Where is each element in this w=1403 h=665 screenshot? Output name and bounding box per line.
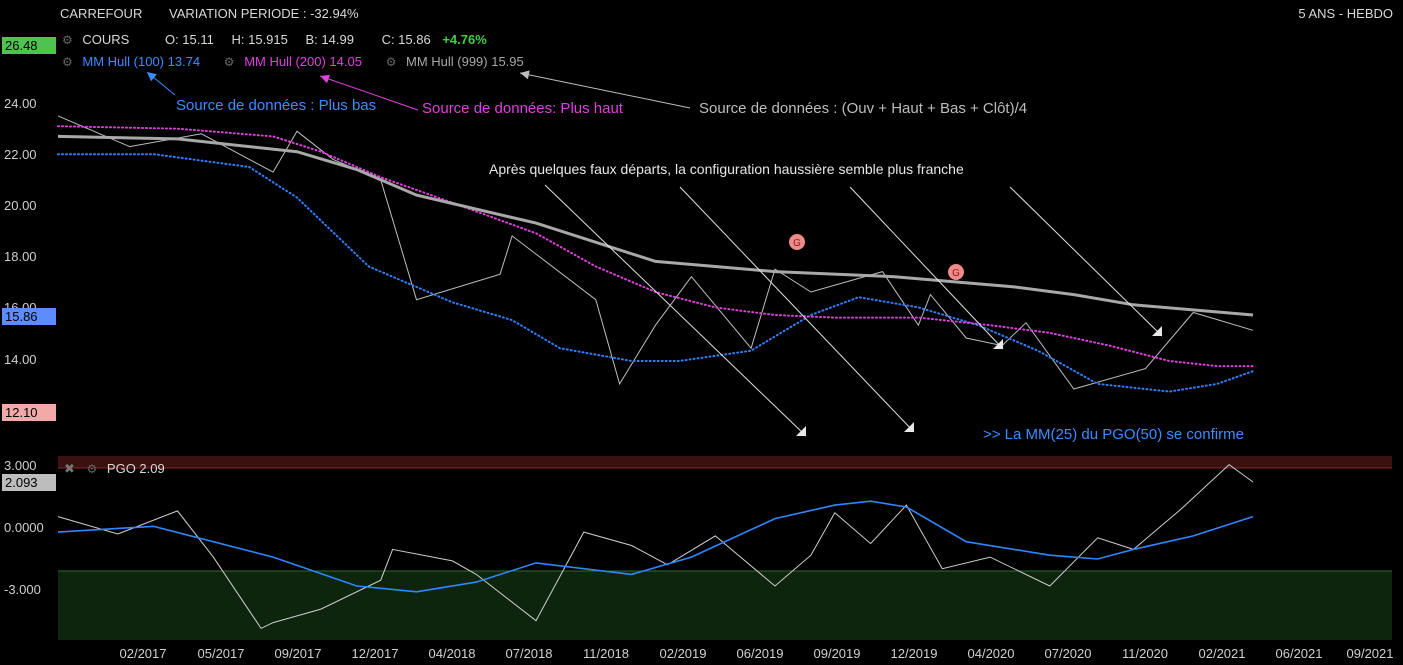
note-source-avg: Source de données : (Ouv + Haut + Bas + …	[699, 100, 1028, 117]
pgo-plot	[57, 463, 1254, 630]
x-tick: 12/2017	[351, 646, 399, 661]
svg-text:G: G	[793, 238, 801, 249]
y-tick: 14.00	[4, 352, 37, 367]
x-tick: 02/2019	[659, 646, 707, 661]
period-label[interactable]: 5 ANS - HEBDO	[1298, 6, 1393, 21]
arrow-icon	[1152, 326, 1162, 336]
gear-icon[interactable]: ⚙	[62, 55, 73, 69]
callout-line	[679, 186, 915, 433]
callout-line	[849, 186, 1004, 350]
legend-row: ⚙ MM Hull (100) 13.74 ⚙ MM Hull (200) 14…	[62, 54, 524, 69]
callout-line	[319, 75, 419, 111]
annotation-arrows	[146, 70, 1163, 437]
pgo-zero-label: 0.0000	[4, 520, 44, 535]
legend-hull100[interactable]: MM Hull (100) 13.74	[82, 54, 201, 69]
pgo-upper-label: 3.000	[4, 458, 37, 473]
x-tick: 06/2019	[736, 646, 784, 661]
x-tick: 09/2017	[274, 646, 322, 661]
low-value: B: 14.99	[305, 32, 354, 47]
y-tick: 20.00	[4, 198, 37, 213]
x-tick: 04/2018	[428, 646, 476, 661]
gear-icon[interactable]: ⚙	[62, 33, 73, 47]
gear-icon[interactable]: ⚙	[385, 55, 397, 69]
svg-text:G: G	[952, 268, 960, 279]
pgo-lower-band	[58, 571, 1392, 640]
callout-line	[544, 184, 807, 437]
change-value: +4.76%	[442, 32, 487, 47]
pgo-ma-line	[57, 500, 1254, 593]
x-tick: 02/2017	[119, 646, 167, 661]
hull200-line	[57, 125, 1254, 368]
pgo-legend-label: PGO 2.09	[106, 461, 165, 476]
hull999-line	[57, 134, 1254, 317]
x-tick: 07/2018	[505, 646, 553, 661]
legend-hull200[interactable]: MM Hull (200) 14.05	[244, 54, 362, 69]
x-tick: 11/2020	[1121, 646, 1169, 661]
x-tick: 12/2019	[890, 646, 938, 661]
note-pgo: >> La MM(25) du PGO(50) se confirme	[983, 426, 1244, 443]
note-source-low: Source de données : Plus bas	[176, 97, 377, 114]
close-icon[interactable]: ✖	[64, 461, 75, 476]
callout-line	[1009, 186, 1163, 337]
price-line	[57, 115, 1254, 390]
x-tick: 04/2020	[967, 646, 1015, 661]
open-value: O: 15.11	[164, 32, 214, 47]
hull100-line	[57, 153, 1254, 393]
symbol-title: CARREFOUR	[60, 6, 143, 21]
x-tick: 02/2021	[1198, 646, 1246, 661]
quote-row: ⚙ COURS O: 15.11 H: 15.915 B: 14.99 C: 1…	[62, 32, 487, 47]
pgo-tag-last: 2.093	[2, 474, 56, 491]
close-value: C: 15.86	[381, 32, 431, 47]
arrow-icon	[904, 422, 914, 432]
pgo-legend: ✖ ⚙ PGO 2.09	[64, 461, 165, 477]
arrow-icon	[147, 72, 157, 82]
gear-icon[interactable]: ⚙	[86, 462, 98, 476]
x-tick: 07/2020	[1044, 646, 1092, 661]
callout-line	[519, 72, 691, 109]
arrow-icon	[520, 70, 530, 80]
gear-icon[interactable]: ⚙	[223, 55, 235, 69]
signal-marker[interactable]: G	[948, 264, 964, 280]
x-tick: 06/2021	[1275, 646, 1323, 661]
high-value: H: 15.915	[231, 32, 288, 47]
pgo-upper-band	[58, 456, 1392, 468]
x-tick: 11/2018	[582, 646, 630, 661]
price-tag-low: 12.10	[2, 404, 56, 421]
note-source-high: Source de données: Plus haut	[422, 100, 623, 117]
arrow-icon	[993, 339, 1003, 349]
x-tick: 05/2017	[197, 646, 245, 661]
price-tag-last: 15.86	[2, 308, 56, 325]
signal-marker[interactable]: G	[789, 234, 805, 250]
y-tick: 24.00	[4, 96, 37, 111]
x-tick: 09/2019	[813, 646, 861, 661]
y-tick: 18.00	[4, 249, 37, 264]
cours-label: COURS	[82, 32, 130, 47]
arrow-icon	[796, 426, 806, 436]
variation-text: VARIATION PERIODE : -32.94%	[169, 6, 359, 21]
price-plot	[57, 115, 1254, 393]
price-tag-top: 26.48	[2, 37, 56, 54]
x-tick: 09/2021	[1346, 646, 1394, 661]
note-comment: Après quelques faux départs, la configur…	[489, 161, 964, 177]
pgo-lower-label: -3.000	[4, 582, 41, 597]
legend-hull999[interactable]: MM Hull (999) 15.95	[405, 54, 524, 69]
arrow-icon	[320, 74, 330, 84]
y-tick: 22.00	[4, 147, 37, 162]
